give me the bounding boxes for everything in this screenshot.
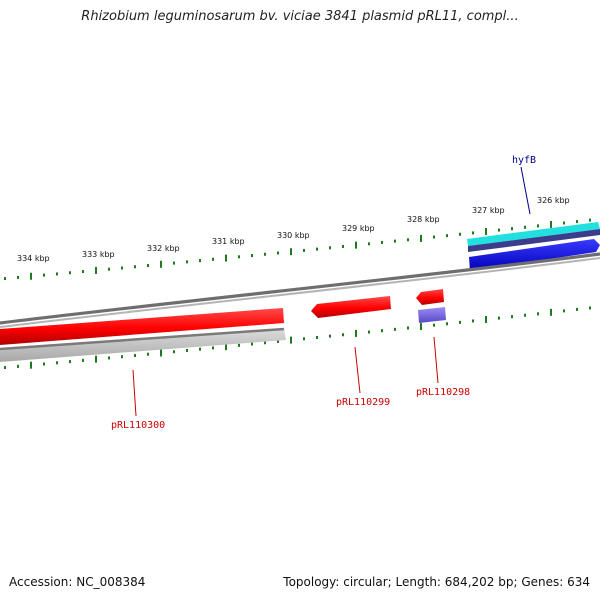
kbp-label-334: 334 kbp (17, 254, 50, 263)
purple-feature-bar[interactable] (418, 307, 446, 323)
genome-backbone (0, 252, 600, 328)
map-title: Rhizobium leguminosarum bv. viciae 3841 … (81, 9, 519, 24)
kbp-label-332: 332 kbp (147, 244, 180, 253)
gene-label-pRL110299[interactable]: pRL110299 (336, 397, 390, 408)
kbp-label-326: 326 kbp (537, 196, 570, 205)
cyan-feature-bar[interactable] (467, 222, 600, 246)
kbp-label-327: 327 kbp (472, 206, 505, 215)
gene-label-hyfB[interactable]: hyfB (512, 155, 536, 166)
kbp-label-331: 331 kbp (212, 237, 245, 246)
pRL110298-gene-arrow[interactable] (416, 289, 444, 305)
kbp-label-329: 329 kbp (342, 224, 375, 233)
reverse-strand-scale (4, 306, 591, 370)
hyfB-gene-arrow[interactable] (469, 239, 600, 271)
accession-text: Accession: NC_008384 (9, 575, 146, 589)
forward-features (467, 222, 600, 271)
genome-summary-text: Topology: circular; Length: 684,202 bp; … (283, 575, 590, 589)
kbp-label-333: 333 kbp (82, 250, 115, 259)
dark-blue-feature-bar[interactable] (468, 229, 600, 252)
pRL110299-gene-arrow[interactable] (311, 296, 391, 318)
pRL110300-gene-arrow[interactable] (0, 308, 284, 345)
kbp-label-328: 328 kbp (407, 215, 440, 224)
forward-strand-scale (4, 218, 591, 281)
gene-label-pRL110300[interactable]: pRL110300 (111, 420, 165, 431)
reverse-features (0, 289, 446, 362)
kbp-label-330: 330 kbp (277, 231, 310, 240)
grey-feature-bar[interactable] (0, 328, 286, 362)
gene-label-pRL110298[interactable]: pRL110298 (416, 387, 470, 398)
gene-label-leaders (132, 166, 531, 417)
kbp-scale-labels: 334 kbp 333 kbp 332 kbp 331 kbp 330 kbp … (17, 196, 570, 263)
